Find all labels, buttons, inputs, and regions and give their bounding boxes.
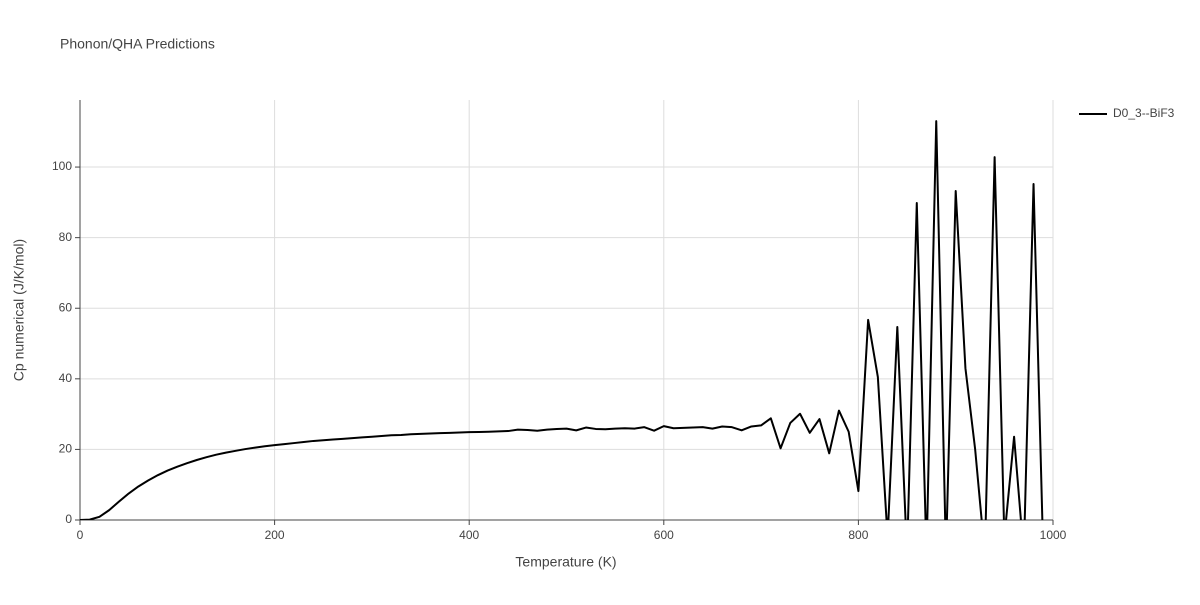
x-tick-label: 0 — [77, 528, 84, 542]
y-tick-label: 40 — [59, 371, 73, 385]
y-tick-label: 60 — [59, 300, 73, 314]
x-tick-label: 200 — [265, 528, 285, 542]
chart-title: Phonon/QHA Predictions — [60, 36, 215, 52]
y-tick-label: 100 — [52, 159, 72, 173]
x-tick-label: 1000 — [1040, 528, 1067, 542]
x-tick-label: 600 — [654, 528, 674, 542]
legend: D0_3--BiF3 — [1079, 106, 1175, 120]
legend-label: D0_3--BiF3 — [1113, 106, 1175, 120]
x-tick-label: 400 — [459, 528, 479, 542]
plot-area — [80, 120, 1044, 520]
x-axis-title: Temperature (K) — [515, 554, 616, 570]
line-series — [80, 120, 1044, 520]
y-axis-title: Cp numerical (J/K/mol) — [11, 239, 27, 381]
grid — [79, 100, 1054, 521]
y-tick-label: 80 — [59, 230, 73, 244]
y-tick-label: 0 — [65, 512, 72, 526]
y-tick-label: 20 — [59, 442, 73, 456]
x-tick-label: 800 — [848, 528, 868, 542]
